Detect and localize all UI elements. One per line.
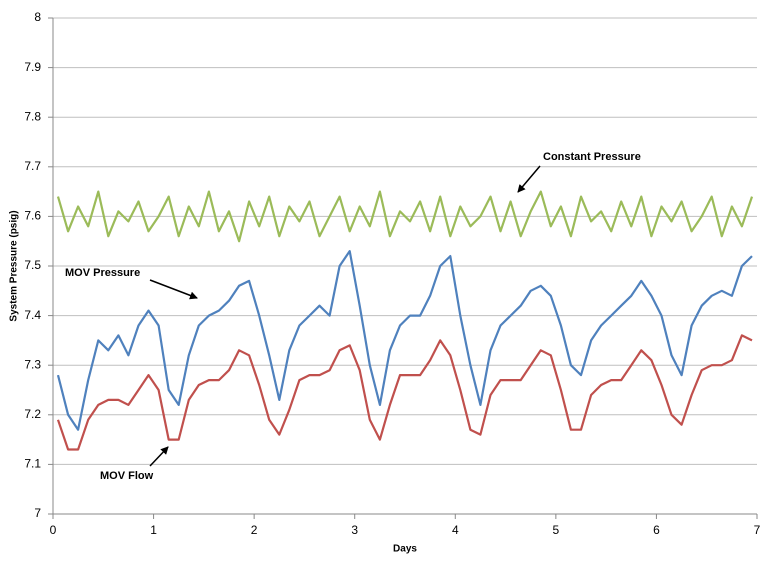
x-tick-label: 4 [452,523,459,537]
x-tick-label: 3 [351,523,358,537]
series-line [56,190,754,243]
y-tick-label: 7.8 [24,109,41,123]
y-tick-label: 7.4 [24,308,41,322]
series-line [56,334,753,451]
x-tick-label: 7 [754,523,761,537]
x-tick-label: 5 [553,523,560,537]
y-tick-label: 7.7 [24,159,41,173]
annotation: MOV Pressure [65,267,140,279]
x-axis-label: Days [393,544,417,555]
annotation: Constant Pressure [543,151,641,163]
y-axis-label: System Pressure (psig) [9,210,20,321]
annotation: MOV Flow [100,470,154,482]
x-tick-label: 6 [653,523,660,537]
y-tick-label: 7.3 [24,357,41,371]
x-tick-label: 1 [150,523,157,537]
y-tick-label: 7.5 [24,258,41,272]
y-tick-label: 8 [34,10,41,24]
annotation-arrow [517,165,541,193]
y-tick-label: 7.2 [24,407,41,421]
y-tick-label: 7.9 [24,60,41,74]
annotation-arrow [149,446,169,467]
series-line [56,250,753,431]
x-tick-label: 2 [251,523,258,537]
x-tick-label: 0 [50,523,57,537]
annotation-arrow [149,279,198,300]
y-tick-label: 7.6 [24,209,41,223]
y-tick-label: 7.1 [24,457,41,471]
y-tick-label: 7 [34,506,41,520]
